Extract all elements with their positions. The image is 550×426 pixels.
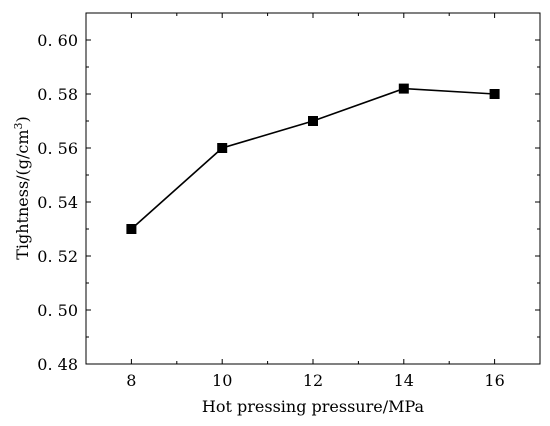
data-point-marker — [398, 83, 409, 94]
data-point-marker — [308, 116, 318, 126]
data-point-marker — [217, 143, 228, 153]
y-tick-label: 0. 54 — [37, 193, 78, 212]
y-tick-label: 0. 58 — [37, 85, 78, 104]
series-line — [130, 87, 495, 230]
y-axis-label-end: ) — [13, 116, 32, 122]
x-axis-label: Hot pressing pressure/MPa — [202, 397, 425, 416]
data-point-marker — [126, 224, 137, 234]
y-tick-label: 0. 50 — [37, 301, 78, 320]
y-axis-label: Tightness/(g/cm3) — [12, 116, 32, 260]
x-tick-label: 8 — [126, 371, 136, 390]
y-axis-ticks: 0. 48 0. 50 0. 52 0. 54 0. 56 0. 58 0. 60 — [37, 12, 540, 374]
data-series — [126, 83, 500, 234]
x-tick-label: 16 — [484, 371, 504, 390]
plot-frame — [85, 12, 541, 365]
y-tick-label: 0. 56 — [37, 139, 78, 158]
y-tick-label: 0. 52 — [37, 247, 78, 266]
data-point-marker — [489, 89, 500, 99]
x-axis-ticks: 8 10 12 14 16 — [85, 13, 541, 390]
y-tick-label: 0. 60 — [37, 31, 78, 50]
y-axis-label-main: Tightness/(g/cm — [13, 129, 32, 259]
x-tick-label: 10 — [212, 371, 232, 390]
x-tick-label: 14 — [394, 371, 414, 390]
x-tick-label: 12 — [303, 371, 323, 390]
y-tick-label: 0. 48 — [37, 355, 78, 374]
y-axis-label-superscript: 3 — [12, 122, 25, 129]
